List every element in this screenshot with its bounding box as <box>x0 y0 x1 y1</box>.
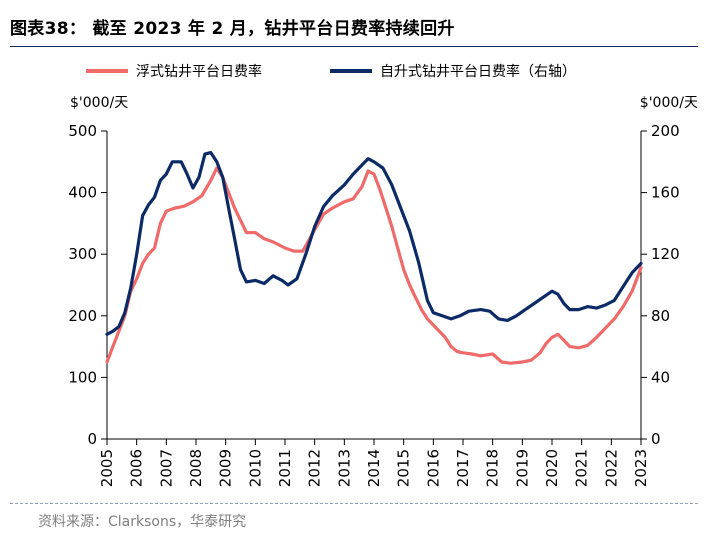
legend-item-jackup: 自升式钻井平台日费率（右轴） <box>330 58 576 84</box>
left-tick-label: 500 <box>68 122 97 140</box>
source-rule <box>10 503 698 504</box>
x-tick-label: 2014 <box>365 449 383 487</box>
x-tick-label: 2013 <box>335 449 353 487</box>
legend: 浮式钻井平台日费率 自升式钻井平台日费率（右轴） <box>0 58 716 84</box>
x-tick-label: 2022 <box>602 449 620 487</box>
right-axis-unit: $'000/天 <box>639 95 698 111</box>
legend-swatch-floating <box>86 69 128 73</box>
x-tick-label: 2011 <box>276 449 294 487</box>
right-tick-label: 120 <box>651 245 680 263</box>
line-chart: 0 100 200 300 400 500 0 40 80 120 160 200 2005 2006 20… <box>68 122 680 487</box>
legend-label-floating: 浮式钻井平台日费率 <box>136 64 262 80</box>
x-tick-label: 2005 <box>98 449 116 487</box>
x-tick-label: 2017 <box>454 449 472 487</box>
right-tick-label: 40 <box>651 368 670 386</box>
right-tick-label: 80 <box>651 307 670 325</box>
figure-title: 图表38： 截至 2023 年 2 月，钻井平台日费率持续回升 <box>10 19 455 39</box>
x-tick-label: 2010 <box>246 449 264 487</box>
legend-label-jackup: 自升式钻井平台日费率（右轴） <box>380 64 576 80</box>
left-tick-label: 400 <box>68 184 97 202</box>
legend-swatch-jackup <box>330 69 372 73</box>
title-rule <box>10 46 698 47</box>
right-tick-label: 160 <box>651 184 680 202</box>
x-tick-label: 2018 <box>484 449 502 487</box>
series-line-floating <box>105 166 643 365</box>
x-tick-label: 2008 <box>187 449 205 487</box>
x-tick-label: 2021 <box>573 449 591 487</box>
x-tick-label: 2007 <box>157 449 175 487</box>
left-tick-label: 100 <box>68 368 97 386</box>
left-tick-label: 0 <box>87 430 97 448</box>
legend-item-floating: 浮式钻井平台日费率 <box>86 58 262 84</box>
right-tick-label: 200 <box>651 122 680 140</box>
series-line-jackup <box>105 151 643 336</box>
x-tick-label: 2020 <box>543 449 561 487</box>
left-tick-label: 200 <box>68 307 97 325</box>
x-tick-label: 2009 <box>217 449 235 487</box>
source-note: 资料来源：Clarksons，华泰研究 <box>38 514 247 530</box>
x-tick-label: 2016 <box>424 449 442 487</box>
left-axis-unit: $'000/天 <box>70 95 129 111</box>
x-tick-label: 2015 <box>395 449 413 487</box>
left-tick-label: 300 <box>68 245 97 263</box>
right-tick-label: 0 <box>651 430 661 448</box>
x-tick-label: 2019 <box>513 449 531 487</box>
x-tick-label: 2012 <box>306 449 324 487</box>
x-tick-label: 2023 <box>632 449 650 487</box>
x-tick-label: 2006 <box>128 449 146 487</box>
